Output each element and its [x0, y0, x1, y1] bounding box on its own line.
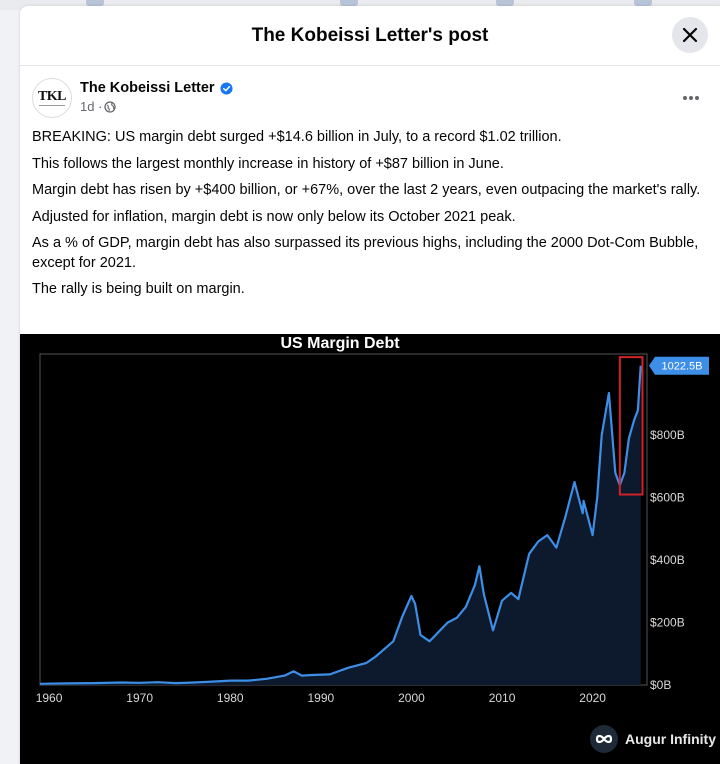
post-paragraph: Adjusted for inflation, margin debt is n…: [32, 208, 516, 225]
augur-infinity-logo-icon: [590, 725, 618, 753]
modal-title: The Kobeissi Letter's post: [251, 24, 489, 46]
page-backdrop: [0, 0, 720, 10]
post-header: TKL The Kobeissi Letter 1d ·: [20, 66, 720, 124]
y-tick-label: $800B: [650, 428, 685, 442]
y-tick-label: $0B: [650, 678, 671, 692]
chart-image[interactable]: US Margin Debt $800B $600B $400B $200B $0B 19…: [20, 334, 720, 764]
last-value-badge: [649, 356, 709, 375]
background-tab: [634, 0, 652, 6]
post-paragraph: BREAKING: US margin debt surged +$14.6 b…: [32, 129, 562, 145]
x-tick-label: 1990: [307, 691, 334, 705]
last-value-label: 1022.5B: [662, 361, 703, 373]
post-paragraph: As a % of GDP, margin debt has also surp…: [32, 235, 699, 271]
globe-icon: [104, 100, 117, 113]
author-name[interactable]: The Kobeissi Letter: [80, 80, 215, 96]
series-line: [39, 365, 642, 685]
y-tick-label: $400B: [650, 553, 685, 567]
x-tick-label: 1970: [126, 691, 153, 705]
modal-header: The Kobeissi Letter's post: [20, 6, 720, 66]
x-tick-label: 2000: [398, 691, 425, 705]
watermark: Augur Infinity: [589, 724, 716, 754]
post-paragraph: The rally is being built on margin.: [32, 281, 245, 297]
x-tick-label: 2010: [489, 691, 516, 705]
watermark-text: Augur Infinity: [625, 731, 716, 747]
verified-badge-icon: [220, 81, 233, 95]
x-tick-label: 2020: [579, 691, 606, 705]
post-paragraph: Margin debt has risen by +$400 billion, …: [32, 182, 701, 198]
chart-title: US Margin Debt: [280, 335, 400, 352]
more-options-button[interactable]: [682, 88, 700, 106]
y-tick-label: $600B: [650, 491, 685, 505]
x-tick-label: 1960: [36, 691, 63, 705]
highlight-box: [618, 356, 644, 496]
post-modal: The Kobeissi Letter's post TKL The Kobei…: [20, 6, 720, 764]
post-paragraph: This follows the largest monthly increas…: [32, 155, 504, 172]
area-fill: [40, 365, 641, 685]
post-meta: The Kobeissi Letter 1d ·: [80, 78, 233, 124]
avatar-underline: [39, 105, 65, 106]
background-tab: [496, 0, 514, 6]
x-tick-label: 1980: [217, 691, 244, 705]
post-body: BREAKING: US margin debt surged +$14.6 b…: [20, 124, 720, 300]
background-tab: [340, 0, 358, 6]
close-icon: [682, 27, 698, 43]
avatar[interactable]: TKL: [32, 78, 72, 118]
post-timestamp[interactable]: 1d ·: [80, 99, 103, 114]
avatar-logo-text: TKL: [37, 89, 67, 104]
more-dots-icon: [683, 96, 699, 100]
y-tick-label: $200B: [650, 616, 685, 630]
close-button[interactable]: [672, 17, 708, 53]
background-tab: [86, 0, 104, 6]
margin-debt-chart: $800B $600B $400B $200B $0B 1960 1970 1980 1990 2…: [36, 353, 709, 705]
